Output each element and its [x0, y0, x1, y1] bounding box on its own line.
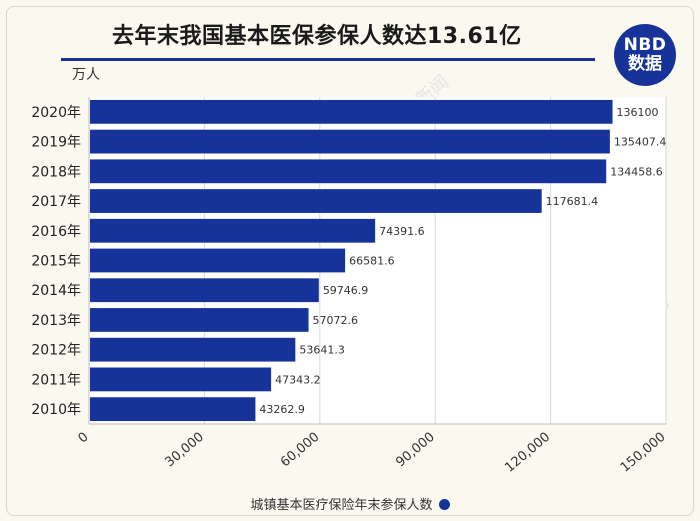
y-tick-label: 2019年 [31, 135, 81, 151]
y-tick-label: 2012年 [31, 343, 81, 359]
y-tick-label: 2017年 [31, 194, 81, 210]
data-label: 117681.4 [546, 195, 599, 208]
logo-bottom-text: 数据 [628, 54, 662, 74]
bar [90, 99, 613, 124]
x-tick-label: 120,000 [502, 430, 553, 476]
bar [90, 308, 309, 332]
y-tick-label: 2010年 [31, 402, 81, 418]
bar [90, 337, 296, 362]
logo-top-text: NBD [623, 35, 667, 55]
y-tick-label: 2011年 [31, 372, 81, 388]
bar [90, 397, 256, 422]
legend: 城镇基本医疗保险年末参保人数 [0, 494, 700, 513]
data-label: 47343.2 [275, 373, 321, 386]
data-label: 134458.6 [610, 165, 663, 178]
bar [90, 189, 542, 213]
bar [90, 218, 376, 243]
y-tick-label: 2014年 [31, 283, 81, 299]
data-label: 57072.6 [313, 314, 359, 327]
legend-swatch [438, 499, 450, 510]
legend-label: 城镇基本医疗保险年末参保人数 [250, 498, 433, 513]
bar [90, 367, 272, 392]
x-tick-label: 150,000 [618, 430, 669, 476]
x-tick-label: 0 [76, 430, 92, 447]
title-underline [61, 58, 595, 61]
x-tick-label: 30,000 [162, 430, 206, 471]
bar [90, 159, 607, 184]
chart-title: 去年末我国基本医保参保人数达13.61亿 [112, 24, 522, 49]
x-tick-label: 60,000 [278, 430, 322, 471]
y-tick-label: 2016年 [31, 224, 81, 240]
data-label: 66581.6 [349, 255, 395, 268]
data-label: 135407.4 [614, 136, 667, 149]
bar [90, 248, 346, 273]
nbd-logo: NBD 数据 [614, 24, 676, 86]
y-tick-label: 2018年 [31, 164, 81, 180]
x-tick-label: 90,000 [393, 430, 437, 471]
y-tick-label: 2015年 [31, 254, 81, 270]
data-label: 136100 [617, 106, 659, 119]
data-label: 59746.9 [323, 284, 369, 297]
y-tick-label: 2020年 [31, 105, 81, 121]
data-label: 43262.9 [259, 403, 305, 416]
unit-label: 万人 [72, 67, 100, 83]
bar [90, 129, 610, 154]
data-label: 53641.3 [299, 344, 345, 357]
y-tick-label: 2013年 [31, 313, 81, 329]
data-label: 74391.6 [379, 225, 425, 238]
bar [90, 278, 319, 303]
